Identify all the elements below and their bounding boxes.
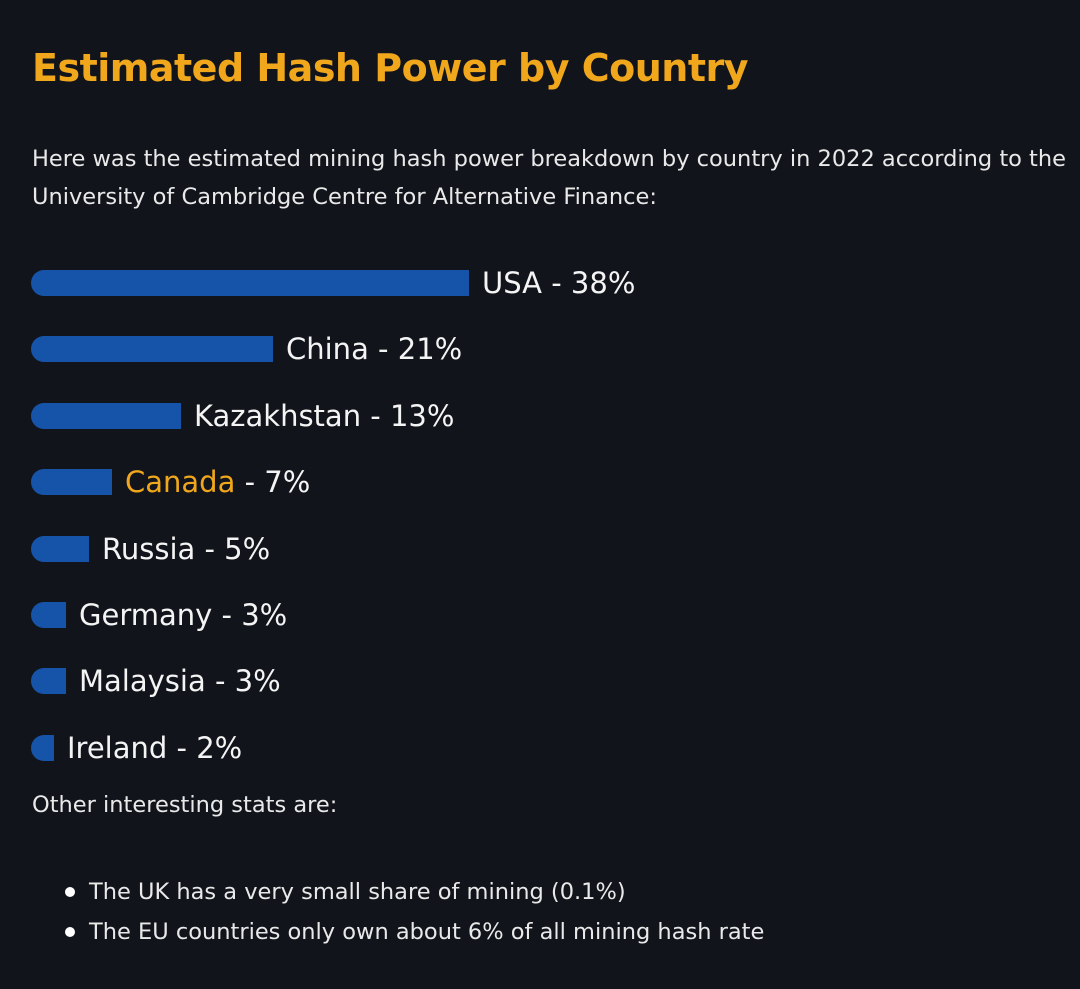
highlighted-country: Canada	[125, 465, 236, 500]
bar-row-russia: Russia - 5%	[31, 532, 270, 566]
bar-row-germany: Germany - 3%	[31, 598, 287, 632]
bar-china	[31, 336, 273, 363]
bar-row-malaysia: Malaysia - 3%	[31, 664, 281, 698]
bar-label-usa: USA - 38%	[482, 266, 636, 300]
bar-label-canada: Canada - 7%	[125, 465, 311, 500]
bar-row-china: China - 21%	[31, 332, 462, 366]
stat-text: The UK has a very small share of mining …	[89, 879, 626, 905]
bar-kazakhstan	[31, 402, 181, 429]
bar-row-kazakhstan: Kazakhstan - 13%	[31, 399, 454, 433]
bar-usa	[31, 270, 469, 296]
bar-canada	[31, 469, 112, 496]
bar-label-russia: Russia - 5%	[102, 531, 271, 566]
bar-label-malaysia: Malaysia - 3%	[79, 664, 281, 699]
bar-label-ireland: Ireland - 2%	[67, 730, 243, 765]
bar-label-china: China - 21%	[286, 332, 463, 367]
stat-item-uk: The UK has a very small share of mining …	[64, 872, 764, 912]
bar-ireland	[31, 734, 54, 761]
bar-row-usa: USA - 38%	[31, 266, 635, 300]
bar-row-ireland: Ireland - 2%	[31, 731, 242, 765]
bar-label-kazakhstan: Kazakhstan - 13%	[194, 398, 455, 433]
stats-list: The UK has a very small share of mining …	[64, 872, 764, 952]
other-stats-heading: Other interesting stats are:	[32, 792, 338, 818]
bar-germany	[31, 602, 66, 628]
bar-russia	[31, 535, 89, 562]
bar-malaysia	[31, 668, 66, 695]
bar-row-canada: Canada - 7%	[31, 465, 310, 499]
page-title: Estimated Hash Power by Country	[32, 46, 749, 90]
intro-paragraph: Here was the estimated mining hash power…	[32, 146, 1066, 210]
bullet-icon	[65, 887, 75, 897]
stat-text: The EU countries only own about 6% of al…	[89, 919, 765, 945]
stat-item-eu: The EU countries only own about 6% of al…	[64, 912, 764, 952]
bullet-icon	[65, 927, 75, 937]
bar-label-germany: Germany - 3%	[79, 598, 288, 632]
